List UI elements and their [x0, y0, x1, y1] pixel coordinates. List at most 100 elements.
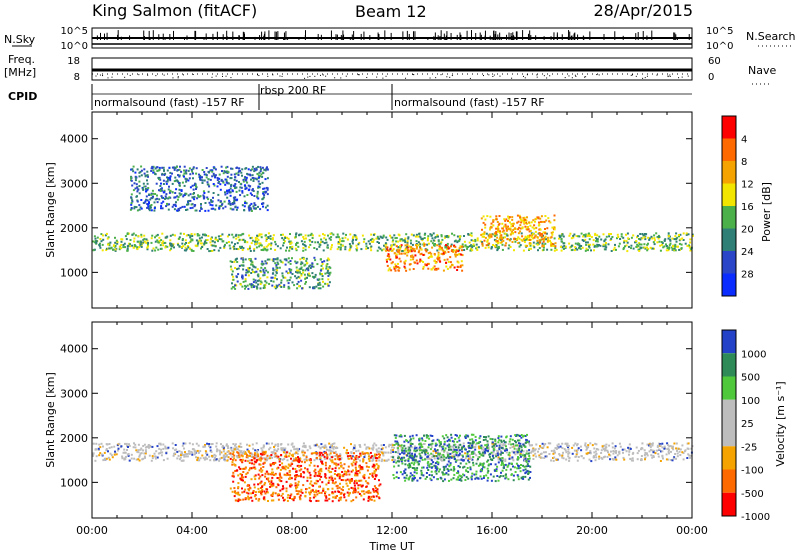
heatmap-cell: [309, 482, 312, 485]
heatmap-cell: [421, 239, 424, 242]
heatmap-cell: [126, 449, 128, 451]
heatmap-cell: [310, 461, 312, 464]
heatmap-cell: [300, 473, 302, 475]
heatmap-cell: [561, 456, 564, 459]
heatmap-cell: [517, 220, 520, 223]
heatmap-cell: [251, 236, 254, 239]
heatmap-cell: [554, 245, 557, 248]
heatmap-cell: [540, 238, 543, 241]
heatmap-cell: [250, 459, 253, 462]
heatmap-cell: [178, 458, 181, 461]
heatmap-cell: [553, 450, 556, 453]
heatmap-cell: [176, 450, 179, 453]
heatmap-cell: [691, 234, 694, 237]
heatmap-cell: [302, 442, 305, 445]
heatmap-cell: [289, 483, 292, 486]
heatmap-cell: [346, 455, 349, 458]
heatmap-cell: [387, 451, 390, 454]
heatmap-cell: [454, 245, 457, 248]
heatmap-cell: [628, 453, 630, 456]
heatmap-cell: [185, 242, 187, 244]
heatmap-cell: [324, 444, 327, 447]
heatmap-cell: [153, 171, 156, 174]
heatmap-cell: [231, 461, 234, 464]
heatmap-cell: [459, 264, 462, 267]
heatmap-cell: [201, 236, 203, 239]
heatmap-cell: [347, 452, 350, 454]
heatmap-cell: [427, 457, 430, 460]
heatmap-cell: [541, 442, 544, 445]
heatmap-cell: [276, 266, 279, 269]
heatmap-cell: [165, 197, 168, 200]
heatmap-cell: [161, 232, 164, 235]
heatmap-cell: [221, 446, 224, 448]
heatmap-cell: [164, 197, 166, 200]
heatmap-cell: [358, 241, 361, 244]
heatmap-cell: [216, 177, 219, 179]
heatmap-cell: [241, 285, 244, 288]
heatmap-cell: [159, 189, 162, 192]
heatmap-cell: [174, 176, 177, 179]
heatmap-cell: [178, 174, 181, 177]
heatmap-cell: [644, 238, 647, 241]
heatmap-cell: [442, 252, 445, 255]
heatmap-cell: [237, 174, 240, 176]
heatmap-cell: [331, 443, 334, 445]
heatmap-cell: [260, 262, 263, 265]
heatmap-cell: [427, 237, 429, 240]
heatmap-cell: [214, 176, 217, 179]
heatmap-cell: [357, 487, 360, 490]
heatmap-cell: [148, 202, 150, 205]
heatmap-cell: [415, 233, 418, 236]
heatmap-cell: [398, 252, 401, 255]
heatmap-cell: [463, 249, 466, 251]
heatmap-cell: [258, 498, 261, 501]
heatmap-cell: [240, 446, 243, 448]
heatmap-cell: [161, 207, 164, 210]
heatmap-cell: [160, 451, 162, 454]
heatmap-cell: [518, 245, 521, 248]
heatmap-cell: [459, 454, 462, 456]
heatmap-cell: [284, 237, 287, 239]
heatmap-cell: [256, 190, 259, 193]
heatmap-cell: [653, 239, 656, 242]
heatmap-cell: [354, 456, 357, 459]
heatmap-cell: [413, 250, 416, 253]
heatmap-cell: [259, 208, 262, 211]
heatmap-cell: [454, 255, 457, 258]
heatmap-cell: [219, 246, 222, 249]
heatmap-cell: [237, 500, 240, 503]
heatmap-cell: [132, 246, 135, 249]
heatmap-cell: [138, 454, 141, 457]
heatmap-cell: [260, 244, 263, 247]
heatmap-cell: [550, 241, 553, 244]
heatmap-cell: [504, 223, 507, 226]
heatmap-cell: [160, 188, 163, 191]
heatmap-cell: [451, 263, 453, 266]
heatmap-cell: [338, 242, 341, 245]
heatmap-cell: [511, 230, 514, 233]
heatmap-cell: [169, 234, 172, 237]
heatmap-cell: [549, 236, 552, 239]
heatmap-cell: [397, 451, 400, 454]
heatmap-cell: [233, 247, 236, 250]
heatmap-cell: [557, 443, 560, 446]
heatmap-cell: [240, 451, 242, 454]
heatmap-cell: [98, 443, 101, 446]
heatmap-cell: [255, 243, 257, 245]
heatmap-cell: [260, 249, 263, 251]
heatmap-cell: [311, 262, 314, 265]
heatmap-cell: [329, 248, 332, 251]
heatmap-cell: [552, 457, 554, 459]
heatmap-cell: [297, 269, 300, 272]
heatmap-cell: [254, 449, 257, 452]
heatmap-cell: [94, 459, 97, 462]
heatmap-cell: [679, 238, 682, 241]
heatmap-cell: [255, 497, 258, 500]
heatmap-cell: [374, 475, 377, 478]
heatmap-cell: [275, 450, 278, 453]
heatmap-cell: [113, 445, 116, 448]
heatmap-cell: [611, 236, 614, 238]
heatmap-cell: [322, 267, 324, 270]
heatmap-cell: [312, 265, 315, 268]
